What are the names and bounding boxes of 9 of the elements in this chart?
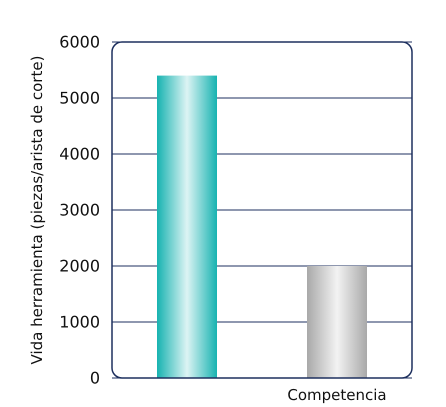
y-tick-label: 4000 [59, 144, 100, 164]
y-tick-label: 2000 [59, 256, 100, 276]
y-tick-label: 3000 [59, 200, 100, 220]
y-tick-label: 1000 [59, 312, 100, 332]
y-tick-label: 6000 [59, 32, 100, 52]
y-tick-label: 0 [90, 368, 100, 388]
y-tick-label: 5000 [59, 88, 100, 108]
x-tick-label: Competencia [287, 386, 387, 404]
y-axis-title: Vida herramienta (piezas/arista de corte) [28, 56, 46, 364]
